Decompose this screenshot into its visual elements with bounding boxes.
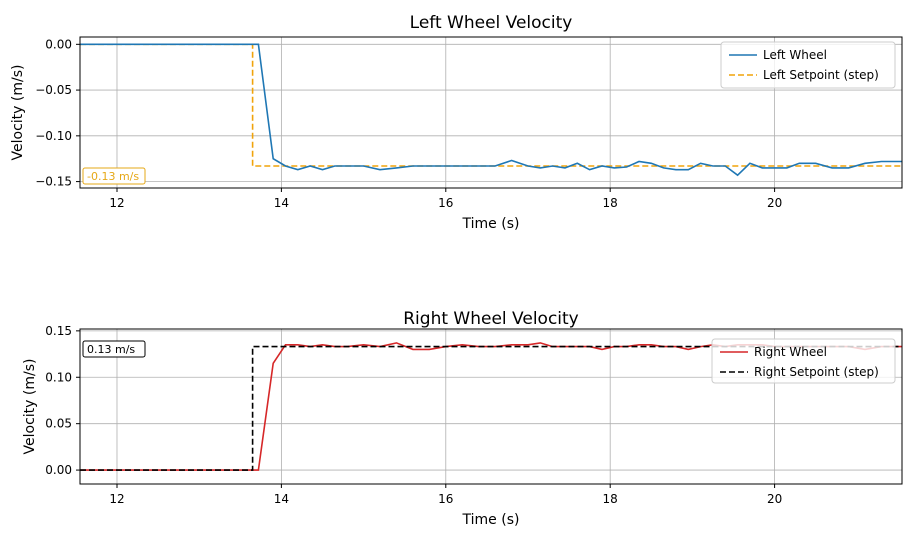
chart-0-xtick-label: 16 <box>438 196 453 210</box>
chart-1-ytick-label: 0.10 <box>45 370 72 384</box>
chart-1-xtick-label: 12 <box>109 492 124 506</box>
chart-1-title: Right Wheel Velocity <box>403 309 579 329</box>
chart-0-legend-box <box>720 41 896 89</box>
chart-1-legend-label: Right Setpoint (step) <box>754 365 879 379</box>
chart-1-annotation-box <box>82 340 146 358</box>
chart-1-legend-label: Right Wheel <box>754 345 827 359</box>
chart-1-ytick-label: 0.15 <box>45 324 72 338</box>
chart-0-legend-label: Left Setpoint (step) <box>763 68 879 82</box>
chart-1-series-line-1 <box>80 345 902 471</box>
chart-0-axes-frame <box>79 36 903 189</box>
left-wheel-chart: 12 14 16 18 20 0.00 −0.05 −0.10 −0.15 Left Wheel … <box>10 13 903 232</box>
chart-0-ylabel: Velocity (m/s) <box>10 65 26 161</box>
chart-1-ytick-label: 0.05 <box>45 417 72 431</box>
chart-1-annotation-text: 0.13 m/s <box>87 343 135 356</box>
chart-1-xlabel: Time (s) <box>462 512 520 528</box>
chart-0-legend-label: Left Wheel <box>763 48 827 62</box>
chart-0-xtick-label: 14 <box>274 196 289 210</box>
chart-1-xtick-label: 14 <box>274 492 289 506</box>
chart-1-xtick-label: 20 <box>767 492 782 506</box>
chart-1-ytick-label: 0.00 <box>45 463 72 477</box>
chart-0-annotation-box <box>82 167 146 185</box>
right-wheel-chart: 12 14 16 18 20 0.00 0.05 0.10 0.15 Right Wheel Ve… <box>22 309 903 528</box>
chart-0-series-line-0 <box>80 43 902 177</box>
chart-0-xtick-label: 20 <box>767 196 782 210</box>
chart-1-xtick-label: 18 <box>603 492 618 506</box>
chart-0-annotation-text: -0.13 m/s <box>87 170 139 183</box>
chart-1-xtick-label: 16 <box>438 492 453 506</box>
chart-1-legend-box <box>711 338 896 384</box>
chart-1-ylabel: Velocity (m/s) <box>22 359 38 455</box>
chart-0-xtick-label: 18 <box>603 196 618 210</box>
chart-0-xtick-label: 12 <box>109 196 124 210</box>
chart-0-ytick-label: −0.05 <box>35 83 72 97</box>
chart-0-xlabel: Time (s) <box>462 216 520 232</box>
chart-0-ytick-label: −0.10 <box>35 129 72 143</box>
chart-0-ytick-label: 0.00 <box>45 37 72 51</box>
chart-0-ytick-label: −0.15 <box>35 175 72 189</box>
chart-0-title: Left Wheel Velocity <box>410 13 573 33</box>
chart-1-axes-frame <box>79 328 903 485</box>
